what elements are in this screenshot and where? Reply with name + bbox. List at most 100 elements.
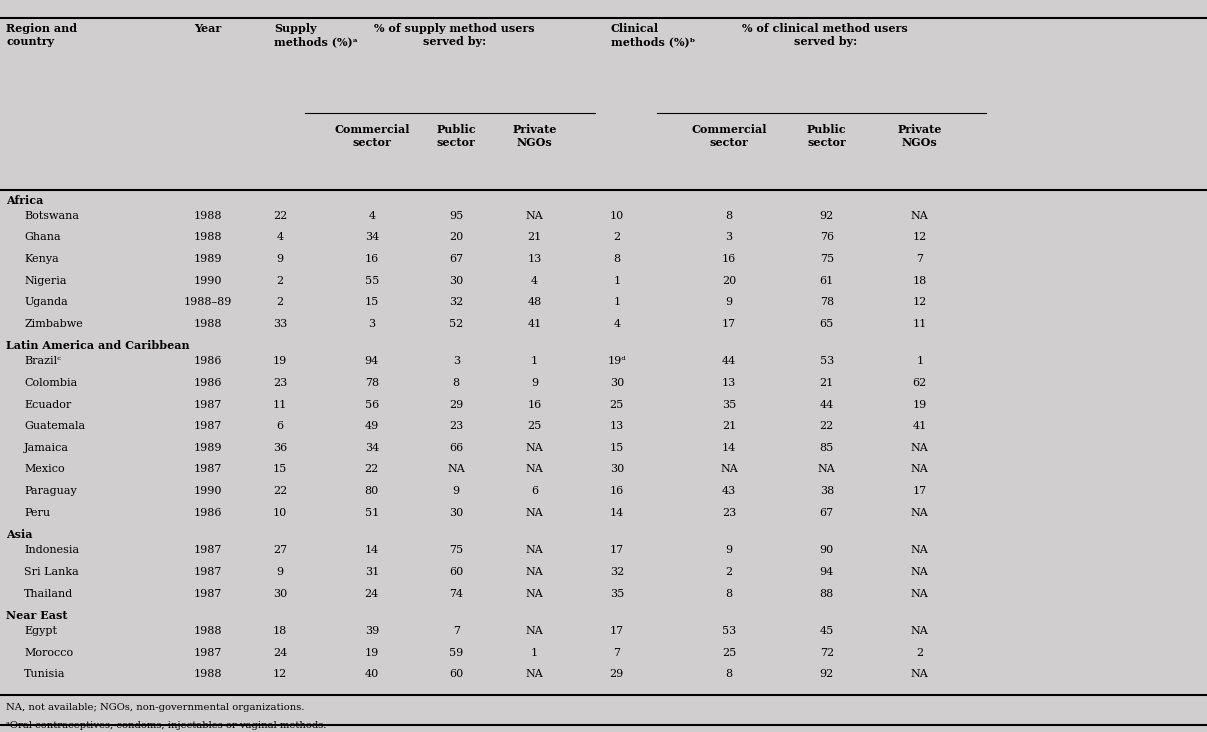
Text: NA: NA: [448, 464, 465, 474]
Text: 38: 38: [820, 486, 834, 496]
Text: Sri Lanka: Sri Lanka: [24, 567, 78, 577]
Text: 12: 12: [912, 233, 927, 242]
Text: 1987: 1987: [193, 421, 222, 431]
Text: Latin America and Caribbean: Latin America and Caribbean: [6, 340, 189, 351]
Text: 2: 2: [276, 275, 284, 285]
Text: 1: 1: [531, 648, 538, 658]
Text: % of supply method users
served by:: % of supply method users served by:: [374, 23, 535, 48]
Text: 2: 2: [613, 233, 620, 242]
Text: Colombia: Colombia: [24, 378, 77, 388]
Text: 78: 78: [365, 378, 379, 388]
Text: Supply
methods (%)ᵃ: Supply methods (%)ᵃ: [274, 23, 357, 48]
Text: 10: 10: [610, 211, 624, 221]
Text: 1986: 1986: [193, 507, 222, 518]
Text: 19: 19: [273, 356, 287, 367]
Text: Private
NGOs: Private NGOs: [898, 124, 941, 149]
Text: Zimbabwe: Zimbabwe: [24, 318, 83, 329]
Text: 7: 7: [453, 626, 460, 636]
Text: 1989: 1989: [193, 254, 222, 264]
Text: NA: NA: [526, 545, 543, 556]
Text: 75: 75: [820, 254, 834, 264]
Text: Clinical
methods (%)ᵇ: Clinical methods (%)ᵇ: [611, 23, 695, 48]
Text: 34: 34: [365, 443, 379, 453]
Text: Indonesia: Indonesia: [24, 545, 80, 556]
Text: Egypt: Egypt: [24, 626, 57, 636]
Text: 1988–89: 1988–89: [183, 297, 232, 307]
Text: Uganda: Uganda: [24, 297, 68, 307]
Text: ᵃOral contraceptives, condoms, injectables or vaginal methods.: ᵃOral contraceptives, condoms, injectabl…: [6, 721, 326, 730]
Text: NA: NA: [526, 464, 543, 474]
Text: 25: 25: [610, 400, 624, 410]
Text: 92: 92: [820, 669, 834, 679]
Text: 21: 21: [820, 378, 834, 388]
Text: Public
sector: Public sector: [807, 124, 846, 149]
Text: 3: 3: [453, 356, 460, 367]
Text: 90: 90: [820, 545, 834, 556]
Text: NA: NA: [721, 464, 737, 474]
Text: NA: NA: [526, 626, 543, 636]
Text: 49: 49: [365, 421, 379, 431]
Text: 60: 60: [449, 669, 463, 679]
Text: 56: 56: [365, 400, 379, 410]
Text: 16: 16: [527, 400, 542, 410]
Text: 94: 94: [365, 356, 379, 367]
Text: 41: 41: [912, 421, 927, 431]
Text: 48: 48: [527, 297, 542, 307]
Text: 76: 76: [820, 233, 834, 242]
Text: 23: 23: [273, 378, 287, 388]
Text: NA: NA: [911, 507, 928, 518]
Text: 1: 1: [531, 356, 538, 367]
Text: 22: 22: [820, 421, 834, 431]
Text: 8: 8: [453, 378, 460, 388]
Text: NA: NA: [818, 464, 835, 474]
Text: 4: 4: [368, 211, 375, 221]
Text: 18: 18: [273, 626, 287, 636]
Text: 1986: 1986: [193, 356, 222, 367]
Text: NA: NA: [526, 669, 543, 679]
Text: Ghana: Ghana: [24, 233, 60, 242]
Text: 35: 35: [610, 589, 624, 599]
Text: 15: 15: [365, 297, 379, 307]
Text: 9: 9: [276, 254, 284, 264]
Text: NA: NA: [911, 669, 928, 679]
Text: 1987: 1987: [193, 545, 222, 556]
Text: 20: 20: [722, 275, 736, 285]
Text: 1987: 1987: [193, 648, 222, 658]
Text: 14: 14: [365, 545, 379, 556]
Text: 29: 29: [449, 400, 463, 410]
Text: Kenya: Kenya: [24, 254, 59, 264]
Text: Public
sector: Public sector: [437, 124, 476, 149]
Text: 19ᵈ: 19ᵈ: [607, 356, 626, 367]
Text: 11: 11: [273, 400, 287, 410]
Text: 32: 32: [610, 567, 624, 577]
Text: 21: 21: [722, 421, 736, 431]
Text: 30: 30: [449, 275, 463, 285]
Text: 4: 4: [613, 318, 620, 329]
Text: 66: 66: [449, 443, 463, 453]
Text: NA: NA: [526, 507, 543, 518]
Text: 1: 1: [916, 356, 923, 367]
Text: NA: NA: [911, 589, 928, 599]
Text: 85: 85: [820, 443, 834, 453]
Text: 2: 2: [916, 648, 923, 658]
Text: 27: 27: [273, 545, 287, 556]
Text: Nigeria: Nigeria: [24, 275, 66, 285]
Text: 8: 8: [725, 211, 733, 221]
Text: 30: 30: [610, 464, 624, 474]
Text: % of clinical method users
served by:: % of clinical method users served by:: [742, 23, 908, 48]
Text: 21: 21: [527, 233, 542, 242]
Text: 13: 13: [722, 378, 736, 388]
Text: 41: 41: [527, 318, 542, 329]
Text: 1987: 1987: [193, 567, 222, 577]
Text: 36: 36: [273, 443, 287, 453]
Text: 3: 3: [725, 233, 733, 242]
Text: 24: 24: [365, 589, 379, 599]
Text: Guatemala: Guatemala: [24, 421, 86, 431]
Text: 61: 61: [820, 275, 834, 285]
Text: 16: 16: [365, 254, 379, 264]
Text: 39: 39: [365, 626, 379, 636]
Text: 19: 19: [365, 648, 379, 658]
Text: 1990: 1990: [193, 486, 222, 496]
Text: 52: 52: [449, 318, 463, 329]
Text: Mexico: Mexico: [24, 464, 65, 474]
